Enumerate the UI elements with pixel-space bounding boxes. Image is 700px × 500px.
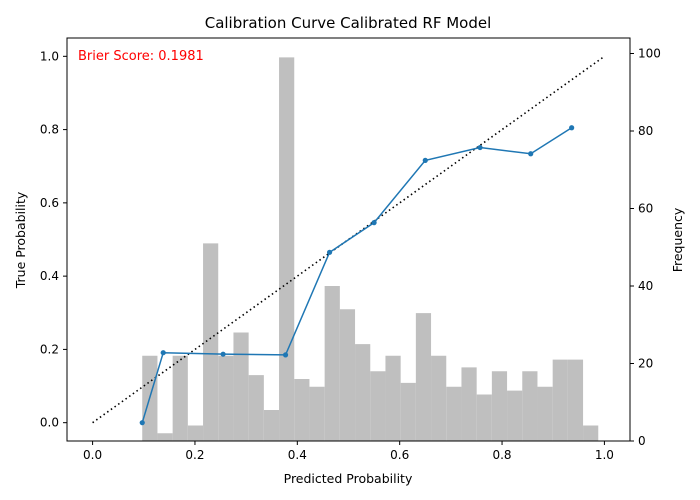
histogram-bar bbox=[187, 425, 204, 441]
calibration-point bbox=[422, 157, 428, 163]
histogram-bar bbox=[476, 394, 492, 441]
histogram-bar bbox=[339, 309, 356, 441]
histogram-bar bbox=[248, 375, 264, 441]
histogram-bar bbox=[522, 371, 538, 441]
y2-axis-label: Frequency bbox=[670, 207, 685, 272]
y2-tick-label: 100 bbox=[638, 47, 661, 61]
x-tick-label: 0.0 bbox=[83, 448, 102, 462]
calibration-line bbox=[141, 127, 573, 423]
histogram-bar bbox=[172, 355, 188, 441]
y-axis-label: True Probability bbox=[13, 191, 28, 289]
histogram-bar bbox=[461, 367, 477, 441]
histogram-bar bbox=[157, 433, 173, 441]
y-tick-label: 1.0 bbox=[40, 49, 59, 63]
y2-axis: 0 20 40 60 80 100 bbox=[630, 47, 661, 448]
calibration-point bbox=[139, 420, 145, 426]
y2-tick-label: 0 bbox=[638, 434, 646, 448]
calibration-point bbox=[220, 351, 226, 357]
histogram-bar bbox=[203, 243, 219, 441]
x-tick-label: 0.4 bbox=[288, 448, 307, 462]
calibration-point bbox=[569, 125, 575, 131]
x-tick-label: 0.8 bbox=[492, 448, 511, 462]
reference-line-layer bbox=[92, 55, 605, 424]
calibration-point bbox=[282, 352, 289, 358]
chart-title: Calibration Curve Calibrated RF Model bbox=[205, 14, 492, 32]
calibration-point bbox=[371, 220, 377, 226]
x-axis-label: Predicted Probability bbox=[284, 471, 413, 486]
calibration-line-layer bbox=[139, 125, 575, 426]
y-tick-label: 0.6 bbox=[40, 196, 59, 210]
histogram-bar bbox=[537, 386, 553, 441]
plot-frame bbox=[66, 37, 631, 442]
y-tick-label: 0.0 bbox=[40, 416, 59, 430]
histogram-bar bbox=[431, 355, 447, 441]
histogram-bar bbox=[446, 386, 462, 441]
histogram-bar bbox=[309, 386, 325, 441]
y2-tick-label: 60 bbox=[638, 202, 653, 216]
y-tick-label: 0.4 bbox=[40, 269, 59, 283]
calibration-point bbox=[160, 350, 166, 356]
y-axis: 0.0 0.2 0.4 0.6 0.8 1.0 bbox=[40, 49, 67, 430]
histogram-bar bbox=[507, 390, 523, 441]
histogram-bar bbox=[279, 57, 295, 441]
histogram-layer bbox=[142, 57, 599, 441]
histogram-bar bbox=[324, 286, 340, 441]
calibration-point bbox=[326, 249, 333, 255]
histogram-bar bbox=[415, 313, 432, 441]
histogram-bar bbox=[552, 359, 568, 441]
histogram-bar bbox=[370, 371, 386, 441]
calibration-point bbox=[528, 151, 534, 157]
y-tick-label: 0.2 bbox=[40, 342, 59, 356]
histogram-bar bbox=[583, 425, 599, 441]
brier-score-annotation: Brier Score: 0.1981 bbox=[78, 49, 204, 64]
histogram-bar bbox=[294, 379, 310, 441]
x-tick-label: 1.0 bbox=[595, 448, 614, 462]
histogram-bar bbox=[567, 359, 584, 441]
histogram-bar bbox=[263, 410, 280, 441]
y2-tick-label: 40 bbox=[638, 279, 653, 293]
x-tick-label: 0.6 bbox=[390, 448, 409, 462]
histogram-bar bbox=[355, 344, 371, 441]
y2-tick-label: 20 bbox=[638, 357, 653, 371]
x-tick-label: 0.2 bbox=[185, 448, 204, 462]
y-tick-label: 0.8 bbox=[40, 123, 59, 137]
histogram-bar bbox=[385, 355, 401, 441]
reference-line bbox=[92, 55, 605, 424]
y2-tick-label: 80 bbox=[638, 124, 653, 138]
histogram-bar bbox=[218, 355, 234, 441]
calibration-point bbox=[477, 144, 483, 151]
histogram-bar bbox=[233, 332, 249, 441]
x-axis: 0.0 0.2 0.4 0.6 0.8 1.0 bbox=[83, 441, 614, 462]
histogram-bar bbox=[400, 382, 416, 441]
histogram-bar bbox=[491, 371, 508, 441]
